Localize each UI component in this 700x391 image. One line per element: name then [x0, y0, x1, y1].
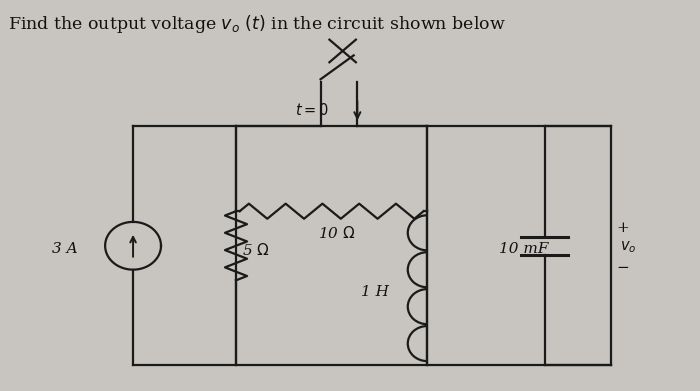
Text: 10 $\Omega$: 10 $\Omega$ — [318, 224, 356, 240]
Text: $-$: $-$ — [616, 259, 629, 273]
Text: Find the output voltage $v_o$ $(t)$ in the circuit shown below: Find the output voltage $v_o$ $(t)$ in t… — [8, 13, 505, 35]
Text: $t = 0$: $t = 0$ — [295, 102, 329, 118]
Text: 3 A: 3 A — [52, 242, 78, 256]
Text: 10 mF: 10 mF — [499, 242, 549, 256]
Text: $v_o$: $v_o$ — [620, 240, 636, 255]
Text: +: + — [616, 221, 629, 235]
Text: 1 H: 1 H — [361, 285, 389, 299]
Text: 5 $\Omega$: 5 $\Omega$ — [242, 242, 270, 258]
